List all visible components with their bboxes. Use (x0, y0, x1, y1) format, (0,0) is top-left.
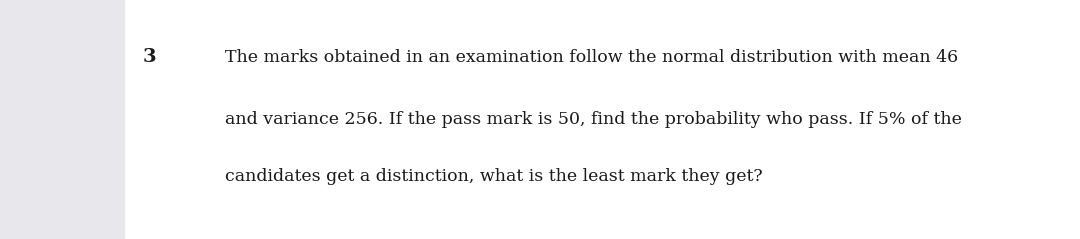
Bar (0, 0, 124, 239)
Text: The marks obtained in an examination follow the normal distribution with mean 46: The marks obtained in an examination fol… (225, 49, 958, 66)
Text: 3: 3 (143, 48, 156, 66)
Text: and variance 256. If the pass mark is 50, find the probability who pass. If 5% o: and variance 256. If the pass mark is 50… (225, 111, 961, 128)
Text: candidates get a distinction, what is the least mark they get?: candidates get a distinction, what is th… (225, 168, 762, 185)
